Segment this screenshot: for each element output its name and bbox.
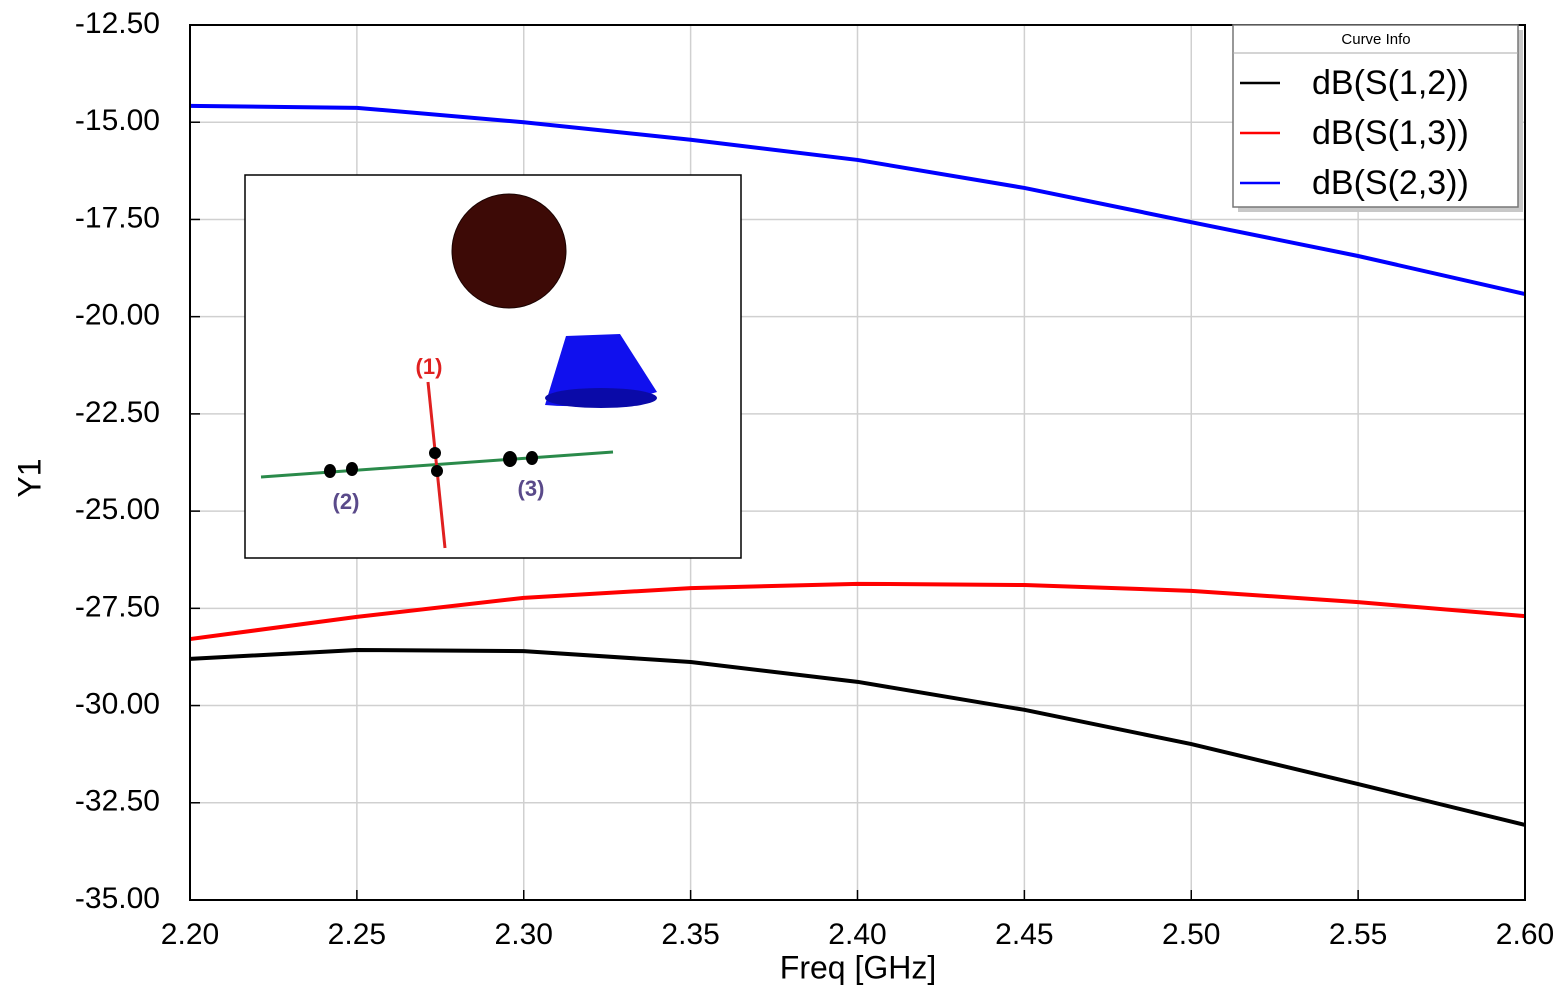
inset: (1) (2) (3) bbox=[245, 175, 741, 558]
port bbox=[503, 451, 517, 467]
y-tick-label: -22.50 bbox=[75, 396, 160, 429]
x-tick-label: 2.25 bbox=[328, 918, 386, 951]
legend-label: dB(S(1,2)) bbox=[1312, 64, 1469, 102]
x-tick-label: 2.40 bbox=[828, 918, 886, 951]
inset-label: (3) bbox=[518, 476, 545, 501]
x-tick-label: 2.55 bbox=[1329, 918, 1387, 951]
y-tick-label: -27.50 bbox=[75, 590, 160, 623]
port bbox=[324, 464, 336, 478]
legend-label: dB(S(2,3)) bbox=[1312, 164, 1469, 202]
y-tick-label: -17.50 bbox=[75, 201, 160, 234]
chart: Freq [GHz] Y1 (1) (2) (3) Curve Info dB(… bbox=[0, 0, 1567, 994]
x-tick-label: 2.50 bbox=[1162, 918, 1220, 951]
sphere bbox=[452, 194, 566, 308]
port bbox=[526, 451, 538, 465]
port bbox=[346, 462, 358, 476]
inset-label: (1) bbox=[416, 354, 443, 379]
y-tick-label: -20.00 bbox=[75, 299, 160, 332]
y-axis-label: Y1 bbox=[11, 458, 47, 497]
legend-title: Curve Info bbox=[1341, 31, 1410, 48]
x-tick-label: 2.30 bbox=[495, 918, 553, 951]
legend: Curve Info dB(S(1,2)) dB(S(1,3)) dB(S(2,3)… bbox=[1233, 25, 1523, 212]
y-tick-label: -30.00 bbox=[75, 687, 160, 720]
x-axis-label: Freq [GHz] bbox=[780, 949, 936, 985]
x-tick-label: 2.35 bbox=[661, 918, 719, 951]
y-tick-label: -35.00 bbox=[75, 882, 160, 915]
x-tick-label: 2.60 bbox=[1496, 918, 1554, 951]
x-tick-label: 2.20 bbox=[161, 918, 219, 951]
y-tick-label: -32.50 bbox=[75, 785, 160, 818]
y-tick-label: -25.00 bbox=[75, 493, 160, 526]
legend-label: dB(S(1,3)) bbox=[1312, 114, 1469, 152]
port bbox=[429, 447, 441, 459]
y-tick-label: -12.50 bbox=[75, 7, 160, 40]
cone-base bbox=[545, 388, 657, 408]
x-tick-label: 2.45 bbox=[995, 918, 1053, 951]
y-tick-label: -15.00 bbox=[75, 104, 160, 137]
inset-label: (2) bbox=[333, 489, 360, 514]
port bbox=[431, 465, 443, 477]
